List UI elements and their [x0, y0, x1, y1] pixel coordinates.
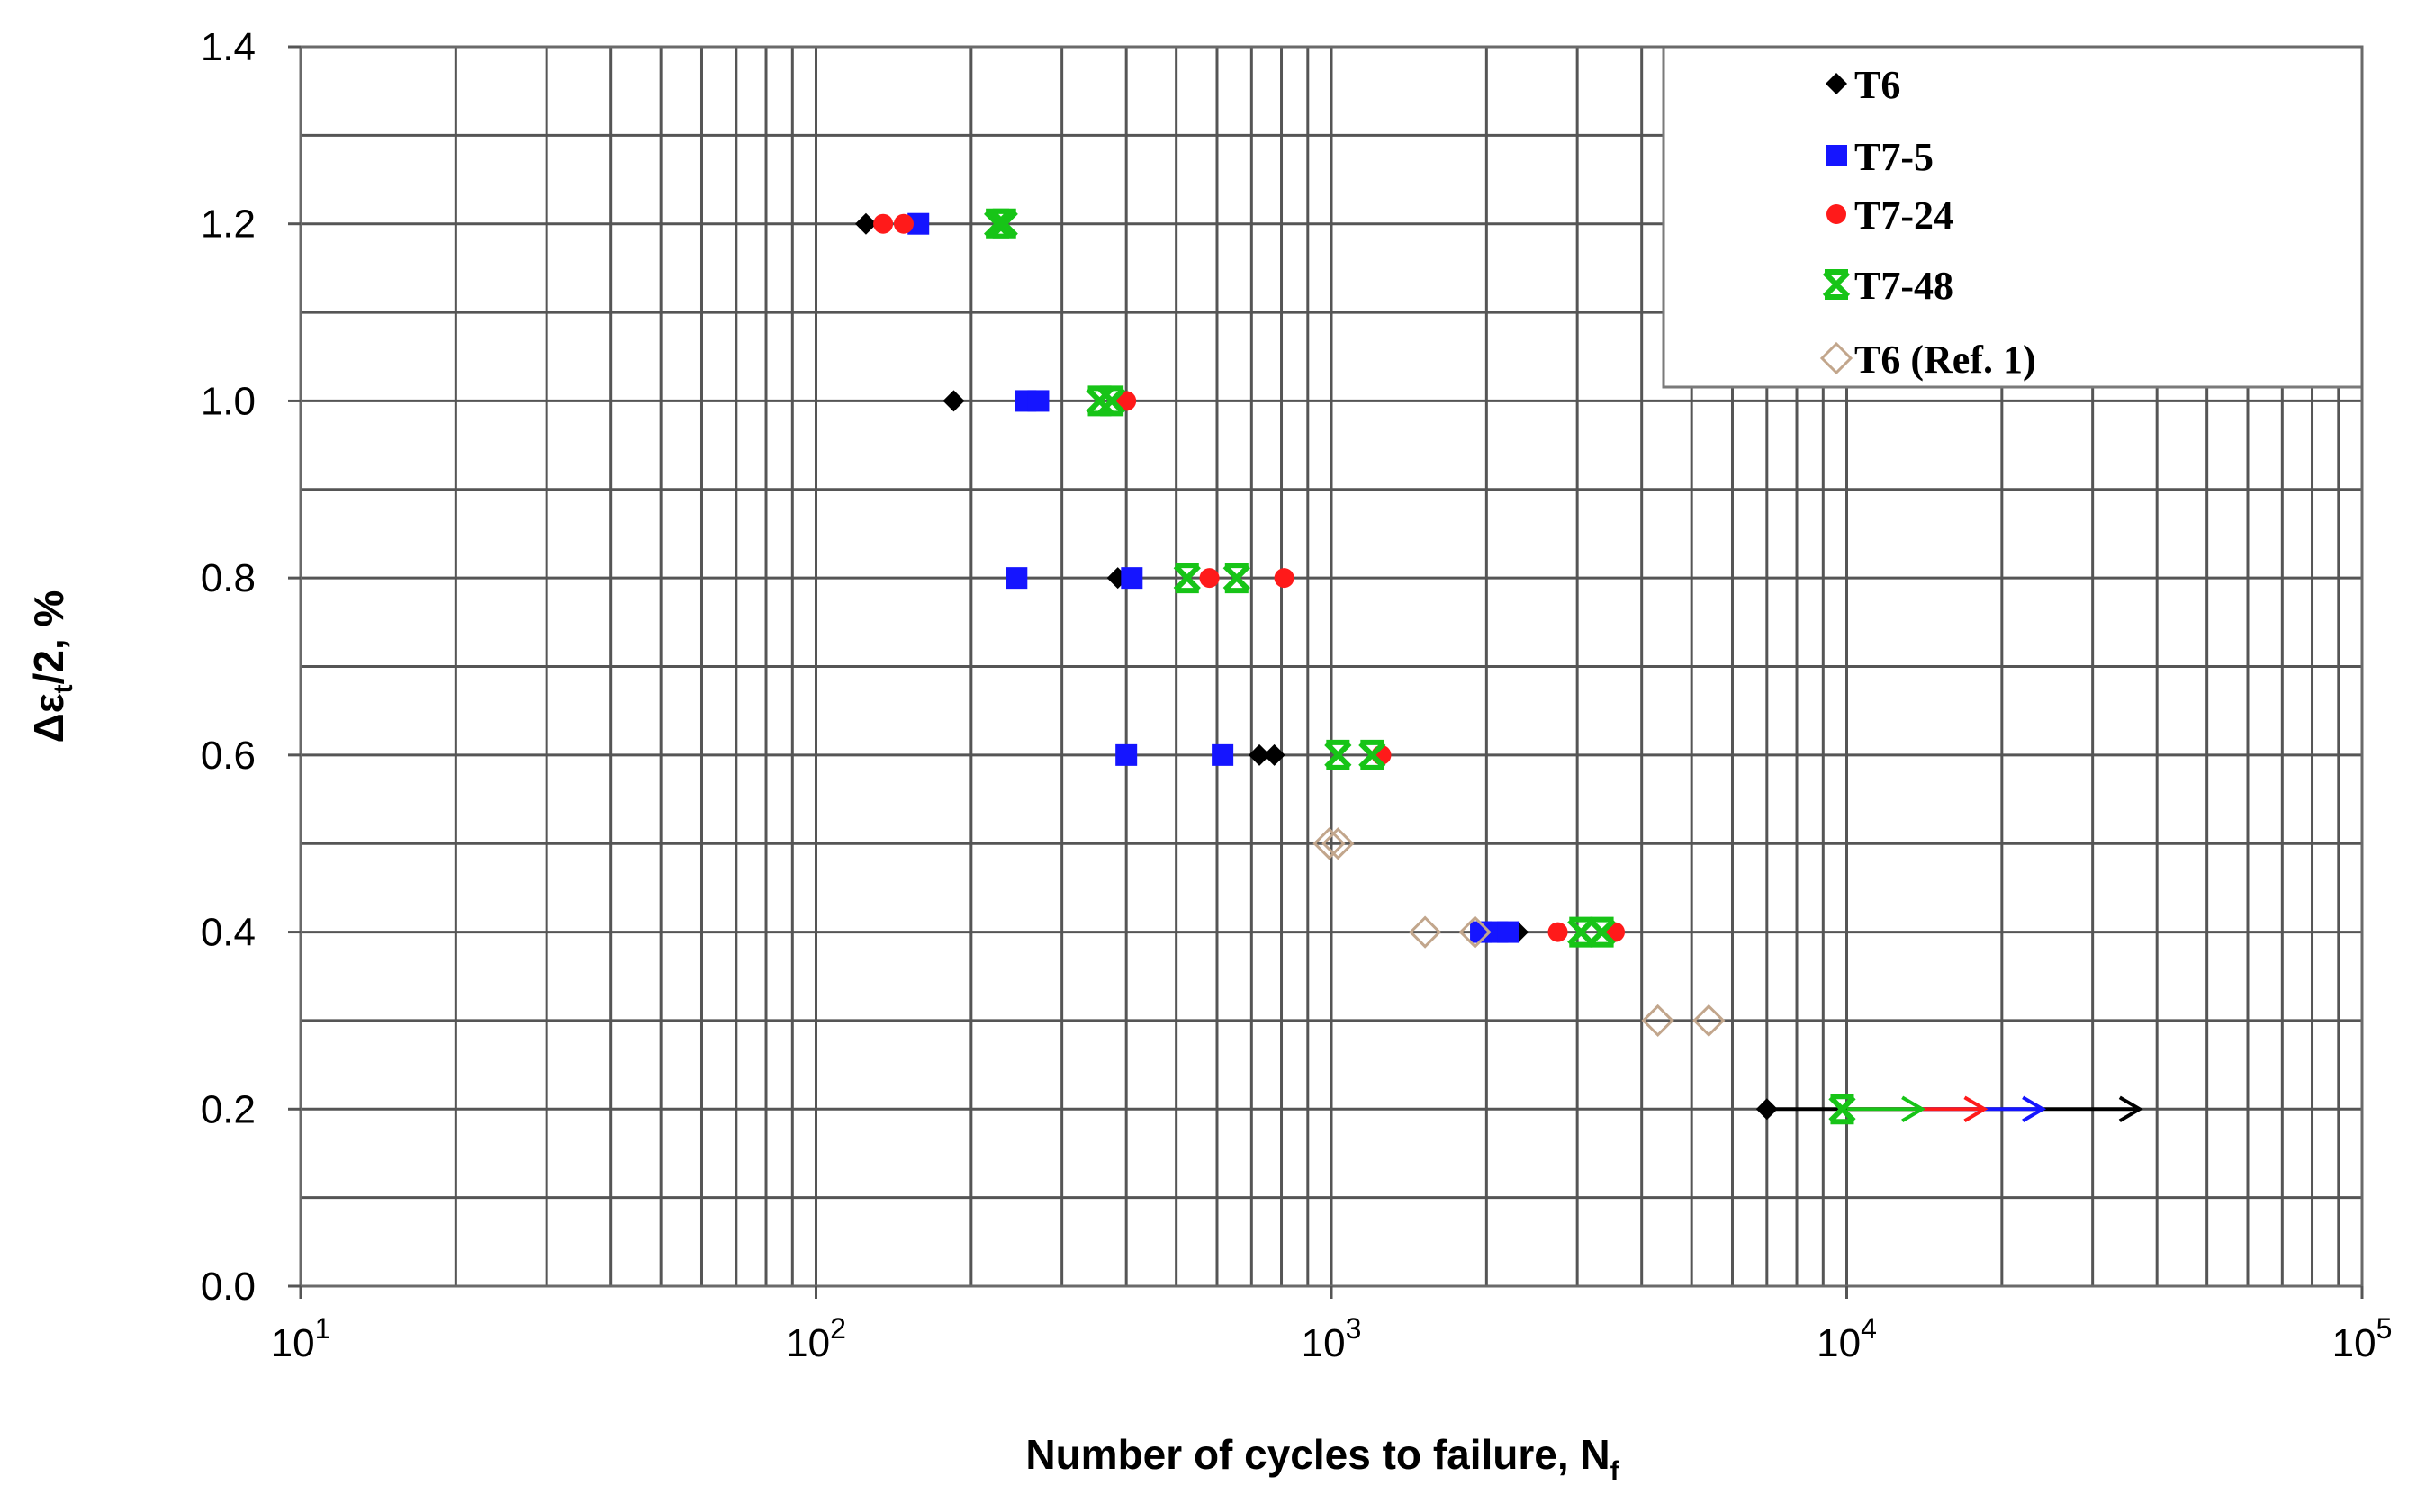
- runout-arrows: [1766, 1095, 2143, 1123]
- legend-label: T7-24: [1854, 194, 1953, 238]
- y-tick-label: 1.2: [201, 202, 256, 247]
- data-point: [1358, 739, 1386, 770]
- data-point: [1828, 1094, 1856, 1125]
- data-point: [1263, 743, 1285, 766]
- data-point: [1641, 1004, 1674, 1038]
- data-point: [1249, 743, 1271, 766]
- data-points: [854, 208, 1856, 1125]
- y-tick-label: 1.0: [201, 379, 256, 423]
- y-axis-title: Δεt/2, %: [25, 590, 78, 743]
- data-point: [1274, 568, 1294, 589]
- data-point: [1006, 567, 1028, 590]
- runout-arrowhead: [2022, 1095, 2047, 1123]
- data-point: [893, 213, 914, 234]
- x-tick-label: 105: [2332, 1312, 2393, 1365]
- y-tick-label: 0.8: [201, 556, 256, 600]
- data-point: [1822, 269, 1851, 300]
- x-axis-title-main: Number of cycles to failure, N: [1025, 1431, 1610, 1478]
- data-point: [1408, 915, 1442, 949]
- x-axis-title-subscript: f: [1610, 1456, 1620, 1486]
- legend-entries: T6 T7-5 T7-24 T7-48 T6 (Ref. 1): [1819, 63, 2036, 382]
- x-axis-title: Number of cycles to failure, Nf: [1025, 1431, 1619, 1486]
- data-point: [1547, 922, 1568, 942]
- runout-arrowhead: [2118, 1095, 2143, 1123]
- data-point: [1312, 827, 1346, 860]
- y-axis-title-main: Δε: [25, 693, 72, 742]
- data-point: [983, 208, 1012, 239]
- x-tick-label: 104: [1817, 1312, 1877, 1365]
- data-point: [873, 213, 894, 234]
- data-point: [1121, 567, 1143, 590]
- y-tick-label: 0.4: [201, 911, 256, 955]
- data-point: [854, 212, 877, 235]
- runout-arrowhead: [1963, 1095, 1989, 1123]
- legend-frame: [1662, 45, 2364, 389]
- x-tick-label: 102: [786, 1312, 846, 1365]
- data-point: [1826, 204, 1846, 224]
- data-point: [1826, 73, 1847, 94]
- grid: [299, 45, 2362, 1288]
- data-point: [1458, 915, 1492, 949]
- data-point: [1692, 1004, 1726, 1038]
- data-point: [1755, 1098, 1778, 1120]
- data-point: [1321, 827, 1355, 860]
- y-tick-label: 0.0: [201, 1264, 256, 1309]
- data-point: [1567, 916, 1595, 948]
- y-axis-title-subscript: t: [49, 684, 78, 693]
- data-point: [990, 208, 1018, 239]
- data-point: [1222, 562, 1250, 594]
- data-point: [1173, 562, 1201, 594]
- legend-label: T7-48: [1854, 264, 1953, 308]
- y-tick-label: 1.4: [201, 25, 256, 69]
- data-point: [1497, 921, 1520, 943]
- data-point: [1588, 916, 1616, 948]
- data-point: [942, 390, 965, 412]
- y-tick-label: 0.6: [201, 734, 256, 778]
- x-tick-label: 101: [271, 1312, 331, 1365]
- data-point: [1086, 385, 1114, 417]
- data-point: [1819, 341, 1853, 375]
- legend-label: T6: [1854, 63, 1900, 107]
- x-tick-label: 103: [1302, 1312, 1362, 1365]
- legend: [1662, 45, 2364, 389]
- y-tick-label: 0.2: [201, 1087, 256, 1131]
- axes: 0.0 0.2 0.4 0.6 0.8 1.0 1.2 1.4 101 102 103 104 105: [201, 25, 2393, 1365]
- data-point: [1324, 739, 1352, 770]
- data-point: [1115, 743, 1138, 766]
- legend-label: T6 (Ref. 1): [1854, 338, 2036, 382]
- legend-label: T7-5: [1854, 135, 1934, 179]
- data-point: [1116, 391, 1137, 411]
- data-point: [1098, 385, 1126, 417]
- data-point: [1212, 743, 1234, 766]
- data-point: [1826, 145, 1847, 166]
- y-axis-title-suffix: /2, %: [25, 590, 72, 685]
- runout-arrowhead: [1901, 1095, 1926, 1123]
- data-point: [1027, 390, 1050, 412]
- data-point: [1199, 568, 1220, 589]
